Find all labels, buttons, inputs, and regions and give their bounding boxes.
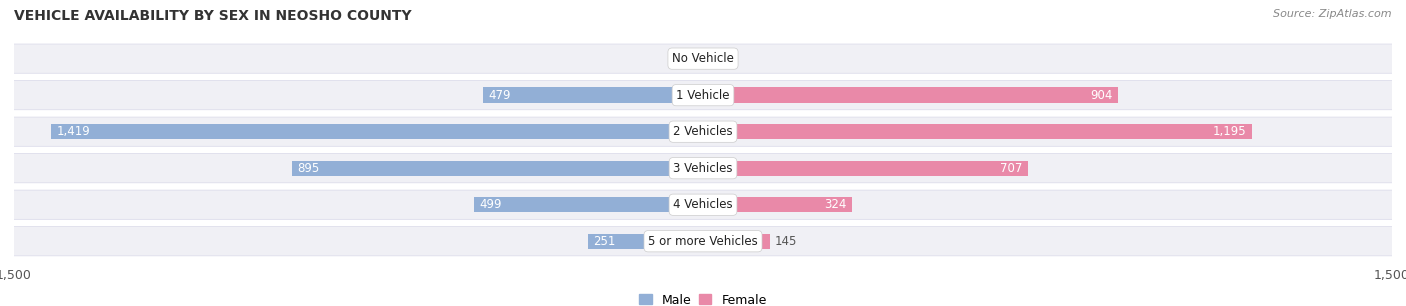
Text: 479: 479	[488, 89, 510, 102]
Text: 324: 324	[824, 198, 846, 211]
Legend: Male, Female: Male, Female	[640, 294, 766, 306]
Text: 145: 145	[775, 235, 797, 248]
Text: VEHICLE AVAILABILITY BY SEX IN NEOSHO COUNTY: VEHICLE AVAILABILITY BY SEX IN NEOSHO CO…	[14, 9, 412, 23]
Text: Source: ZipAtlas.com: Source: ZipAtlas.com	[1274, 9, 1392, 19]
Bar	[474, 197, 703, 212]
Text: 2 Vehicles: 2 Vehicles	[673, 125, 733, 138]
Text: 16: 16	[676, 52, 692, 65]
FancyBboxPatch shape	[7, 227, 1399, 256]
Text: 4 Vehicles: 4 Vehicles	[673, 198, 733, 211]
Bar	[703, 197, 852, 212]
Text: 3 Vehicles: 3 Vehicles	[673, 162, 733, 175]
Bar	[703, 124, 1251, 139]
Bar	[588, 233, 703, 249]
Bar	[696, 51, 703, 66]
Text: 895: 895	[298, 162, 319, 175]
Text: 5 or more Vehicles: 5 or more Vehicles	[648, 235, 758, 248]
FancyBboxPatch shape	[7, 190, 1399, 219]
Bar	[703, 88, 1118, 103]
FancyBboxPatch shape	[7, 154, 1399, 183]
Text: 1,419: 1,419	[56, 125, 90, 138]
Text: 904: 904	[1090, 89, 1112, 102]
Text: 1,195: 1,195	[1213, 125, 1246, 138]
Bar	[703, 233, 769, 249]
Bar	[703, 51, 718, 66]
Text: No Vehicle: No Vehicle	[672, 52, 734, 65]
Text: 251: 251	[593, 235, 616, 248]
Bar	[51, 124, 703, 139]
Bar	[703, 161, 1028, 176]
FancyBboxPatch shape	[7, 44, 1399, 73]
Text: 499: 499	[479, 198, 502, 211]
FancyBboxPatch shape	[7, 80, 1399, 110]
Text: 707: 707	[1000, 162, 1022, 175]
Bar	[484, 88, 703, 103]
Text: 35: 35	[724, 52, 738, 65]
Bar	[292, 161, 703, 176]
Text: 1 Vehicle: 1 Vehicle	[676, 89, 730, 102]
FancyBboxPatch shape	[7, 117, 1399, 146]
